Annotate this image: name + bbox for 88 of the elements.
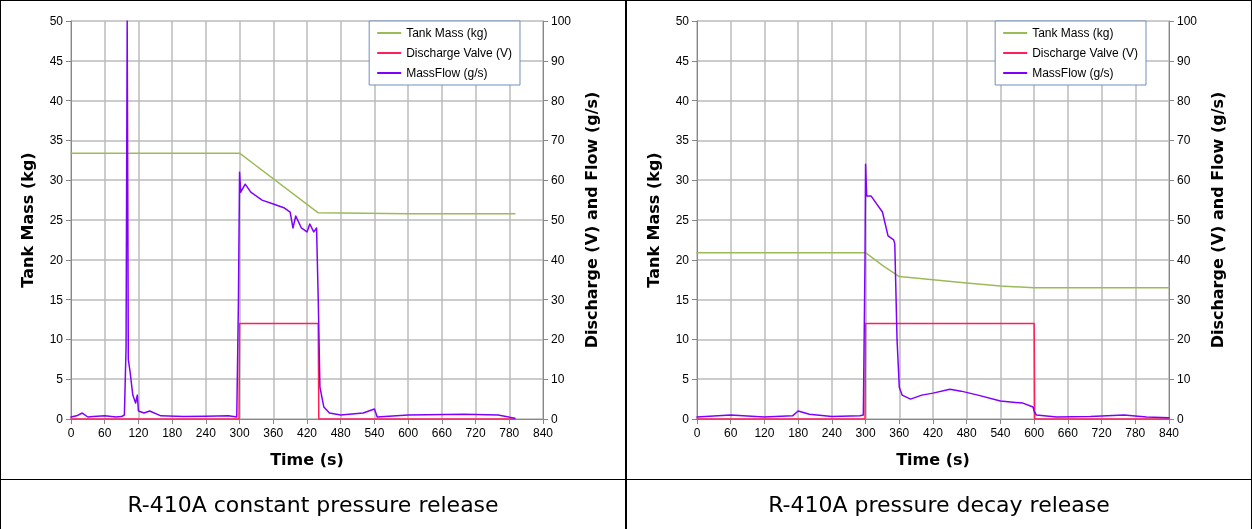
y-tick-label: 20 (675, 252, 690, 267)
y2-tick-label: 30 (1177, 292, 1191, 307)
x-tick-label: 480 (956, 426, 978, 440)
legend-label: MassFlow (g/s) (406, 66, 488, 80)
x-tick-label: 540 (990, 426, 1011, 440)
y2-tick-label: 20 (1177, 332, 1191, 347)
x-tick-label: 300 (855, 426, 876, 440)
y-tick-label: 15 (675, 292, 690, 307)
x-tick-label: 60 (724, 426, 738, 440)
x-tick-label: 240 (821, 426, 843, 440)
y-axis-title: Tank Mass (kg) (17, 152, 37, 288)
y-tick-label: 25 (49, 213, 64, 227)
y-axis-title: Tank Mass (kg) (643, 152, 663, 288)
x-tick-label: 300 (229, 426, 250, 440)
x-tick-label: 180 (162, 426, 183, 440)
y2-tick-label: 100 (551, 14, 572, 28)
y2-tick-label: 70 (551, 133, 565, 148)
y-tick-label: 5 (56, 372, 64, 387)
y2-tick-label: 70 (1177, 133, 1191, 148)
x-tick-label: 780 (499, 426, 520, 440)
y-tick-label: 30 (675, 173, 690, 188)
y-tick-label: 15 (49, 292, 64, 307)
x-tick-label: 360 (889, 426, 910, 440)
y-tick-label: 50 (49, 14, 64, 28)
x-tick-label: 360 (263, 426, 284, 440)
x-tick-label: 120 (754, 426, 775, 440)
x-tick-label: 840 (532, 426, 554, 440)
y2-tick-label: 30 (551, 292, 565, 307)
x-tick-label: 240 (195, 426, 217, 440)
x-tick-label: 420 (296, 426, 318, 440)
text: R-410A pressure decay release (767, 491, 1111, 519)
x-tick-label: 720 (1091, 426, 1112, 440)
y2-tick-label: 40 (551, 252, 565, 267)
legend-label: Discharge Valve (V) (1032, 46, 1139, 60)
x-tick-label: 60 (98, 426, 112, 440)
y2-tick-label: 100 (1177, 14, 1198, 28)
y-tick-label: 0 (56, 412, 64, 426)
x-tick-label: 600 (398, 426, 419, 440)
x-tick-label: 540 (364, 426, 385, 440)
y-tick-label: 40 (675, 93, 690, 108)
y-tick-label: 25 (675, 213, 690, 227)
x-tick-label: 840 (1158, 426, 1180, 440)
y2-tick-label: 20 (551, 332, 565, 347)
y-tick-label: 10 (675, 332, 690, 347)
y2-tick-label: 80 (1177, 93, 1191, 108)
x-tick-label: 780 (1125, 426, 1146, 440)
x-tick-label: 480 (330, 426, 352, 440)
text: R-410A constant pressure release (126, 491, 500, 519)
y-tick-label: 0 (682, 412, 690, 426)
legend-label: MassFlow (g/s) (1032, 66, 1114, 80)
y-tick-label: 20 (49, 252, 64, 267)
y2-tick-label: 40 (1177, 252, 1191, 267)
y2-tick-label: 60 (551, 173, 565, 188)
y-tick-label: 50 (675, 14, 690, 28)
y-tick-label: 35 (49, 133, 64, 148)
x-tick-label: 660 (431, 426, 453, 440)
legend-label: Discharge Valve (V) (406, 46, 513, 60)
x-tick-label: 0 (693, 426, 701, 440)
y2-tick-label: 80 (551, 93, 565, 108)
x-tick-label: 120 (128, 426, 149, 440)
y2-tick-label: 10 (1177, 372, 1191, 387)
y2-tick-label: 60 (1177, 173, 1191, 188)
y2-axis-title: Discharge (V) and Flow (g/s) (1207, 91, 1227, 349)
x-tick-label: 660 (1057, 426, 1079, 440)
y-tick-label: 35 (675, 133, 690, 148)
x-tick-label: 180 (788, 426, 809, 440)
y-tick-label: 40 (49, 93, 64, 108)
x-axis-title: Time (s) (270, 449, 344, 469)
y-tick-label: 5 (682, 372, 690, 387)
y2-tick-label: 50 (551, 213, 565, 227)
y-tick-label: 45 (675, 53, 690, 68)
x-tick-label: 600 (1024, 426, 1045, 440)
x-tick-label: 720 (465, 426, 486, 440)
y2-tick-label: 0 (1177, 412, 1184, 426)
y2-tick-label: 50 (1177, 213, 1191, 227)
legend-label: Tank Mass (kg) (1032, 26, 1114, 40)
y-tick-label: 10 (49, 332, 64, 347)
x-tick-label: 0 (67, 426, 75, 440)
y2-tick-label: 0 (551, 412, 558, 426)
y2-axis-title: Discharge (V) and Flow (g/s) (581, 91, 601, 349)
y-tick-label: 45 (49, 53, 64, 68)
legend-label: Tank Mass (kg) (406, 26, 488, 40)
y2-tick-label: 10 (551, 372, 565, 387)
x-tick-label: 420 (922, 426, 944, 440)
y-tick-label: 30 (49, 173, 64, 188)
x-axis-title: Time (s) (896, 449, 970, 469)
y2-tick-label: 90 (1177, 53, 1191, 68)
y2-tick-label: 90 (551, 53, 565, 68)
